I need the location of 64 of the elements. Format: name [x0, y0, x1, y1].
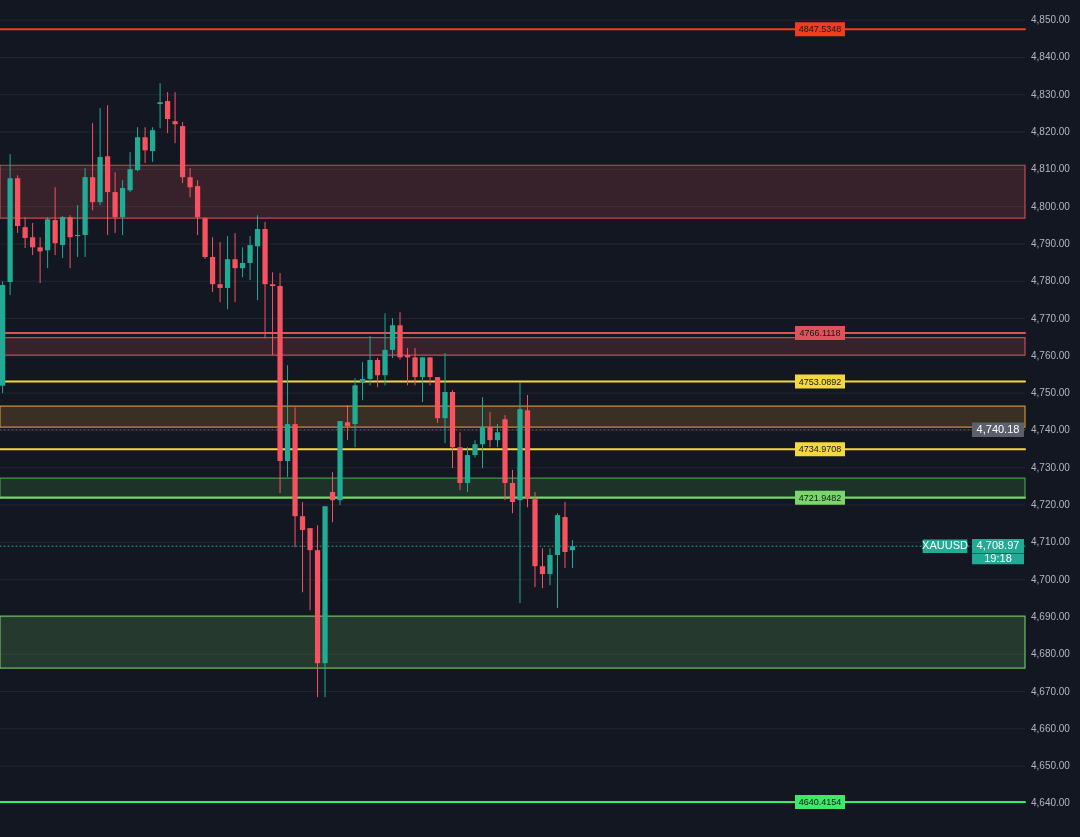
- candlestick: [172, 91, 178, 144]
- y-tick-label: 4,840.00: [1031, 51, 1071, 63]
- y-tick-label: 4,780.00: [1031, 275, 1071, 287]
- ref-line-label: 4640.4154: [798, 796, 842, 807]
- candlestick: [329, 471, 336, 523]
- y-tick-label: 4,730.00: [1031, 461, 1071, 473]
- candlestick: [374, 357, 381, 388]
- candlestick: [299, 501, 306, 593]
- candlestick: [344, 404, 351, 441]
- candlestick: [479, 396, 486, 469]
- ref-line-label: 4847.5348: [798, 24, 842, 35]
- y-tick-label: 4,640.00: [1031, 797, 1071, 809]
- ref-line-label: 4734.9708: [798, 444, 842, 455]
- y-tick-label: 4,660.00: [1031, 722, 1071, 734]
- candlestick: [494, 423, 501, 448]
- candlestick: [487, 411, 493, 448]
- y-tick-label: 4,800.00: [1031, 200, 1071, 212]
- candlestick: [367, 335, 373, 386]
- annotation: XAUUSD: [922, 539, 968, 552]
- candlestick: [37, 236, 43, 284]
- candlestick: [239, 246, 246, 278]
- candlestick: [247, 235, 253, 281]
- ref-line-label: 4766.1118: [799, 328, 841, 339]
- y-tick-label: 4,700.00: [1031, 573, 1071, 585]
- candlestick: [269, 271, 276, 356]
- candlestick: [232, 232, 238, 303]
- y-tick-label: 4,760.00: [1031, 349, 1071, 361]
- candlestick: [29, 222, 36, 256]
- candlestick: [142, 126, 148, 164]
- ref-line-label: 4,708.97: [976, 539, 1020, 552]
- y-tick-label: 4,790.00: [1031, 237, 1071, 249]
- candlestick: [127, 151, 133, 193]
- candlestick: [254, 214, 261, 301]
- y-tick-label: 4,830.00: [1031, 88, 1071, 100]
- candlestick: [539, 547, 546, 589]
- y-tick-label: 4,650.00: [1031, 760, 1071, 772]
- y-tick-label: 4,750.00: [1031, 387, 1071, 399]
- ref-line-label: 4721.9482: [798, 492, 842, 503]
- candlestick: [149, 126, 156, 163]
- candlestick: [412, 347, 418, 386]
- candlestick: [164, 91, 171, 134]
- ref-line-label: 4,740.18: [976, 422, 1020, 435]
- candlestick: [52, 186, 58, 256]
- y-tick-label: 4,720.00: [1031, 499, 1071, 511]
- y-tick-label: 4,670.00: [1031, 685, 1071, 697]
- candlestick: [187, 167, 193, 198]
- y-tick-label: 4,710.00: [1031, 536, 1071, 548]
- ref-line-label: 4753.0892: [798, 376, 842, 387]
- y-tick-label: 4,740.00: [1031, 424, 1071, 436]
- candlestick: [509, 469, 516, 514]
- candlestick: [22, 216, 28, 249]
- y-tick-label: 4,850.00: [1031, 14, 1071, 26]
- candlestick: [419, 356, 426, 403]
- annotation: 19:18: [984, 552, 1012, 565]
- y-tick-label: 4,690.00: [1031, 610, 1071, 622]
- y-tick-label: 4,680.00: [1031, 648, 1071, 660]
- y-tick-label: 4,820.00: [1031, 126, 1071, 138]
- y-tick-label: 4,770.00: [1031, 312, 1071, 324]
- candlestick: [67, 214, 73, 269]
- candlestick: [157, 82, 163, 129]
- candlestick: [307, 527, 313, 611]
- y-tick-label: 4,810.00: [1031, 163, 1071, 175]
- candlestick: [217, 241, 223, 303]
- candlestick: [427, 356, 433, 386]
